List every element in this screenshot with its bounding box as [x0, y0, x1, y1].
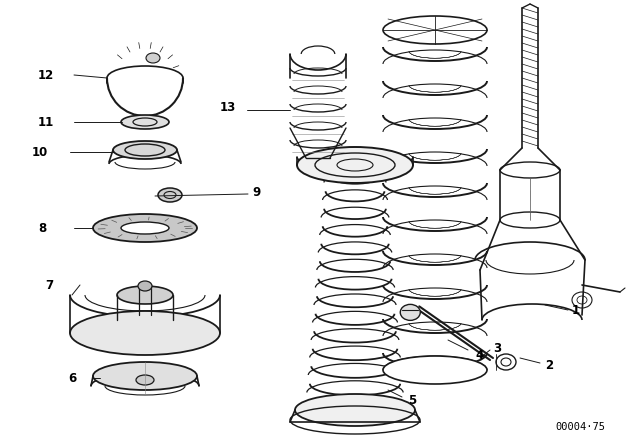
Text: 1: 1 [572, 303, 580, 316]
Ellipse shape [297, 147, 413, 183]
Text: 6: 6 [68, 371, 76, 384]
Text: 5: 5 [408, 393, 416, 406]
Ellipse shape [136, 375, 154, 385]
Ellipse shape [383, 356, 487, 384]
Text: 4: 4 [475, 349, 483, 362]
Ellipse shape [158, 188, 182, 202]
Ellipse shape [117, 286, 173, 304]
Text: 2: 2 [545, 358, 553, 371]
Ellipse shape [400, 304, 420, 320]
Ellipse shape [121, 115, 169, 129]
Ellipse shape [70, 311, 220, 355]
Ellipse shape [93, 362, 197, 390]
Text: 13: 13 [220, 100, 236, 113]
Ellipse shape [146, 53, 160, 63]
Text: 00004·75: 00004·75 [555, 422, 605, 432]
Ellipse shape [121, 222, 169, 234]
Text: 11: 11 [38, 116, 54, 129]
Ellipse shape [295, 394, 415, 426]
Ellipse shape [113, 141, 177, 159]
Text: 12: 12 [38, 69, 54, 82]
Ellipse shape [138, 281, 152, 291]
Text: 3: 3 [493, 341, 501, 354]
Text: 9: 9 [252, 185, 260, 198]
Ellipse shape [383, 16, 487, 44]
Text: 7: 7 [45, 279, 53, 292]
Text: 10: 10 [32, 146, 48, 159]
Text: 8: 8 [38, 221, 46, 234]
Ellipse shape [93, 214, 197, 242]
